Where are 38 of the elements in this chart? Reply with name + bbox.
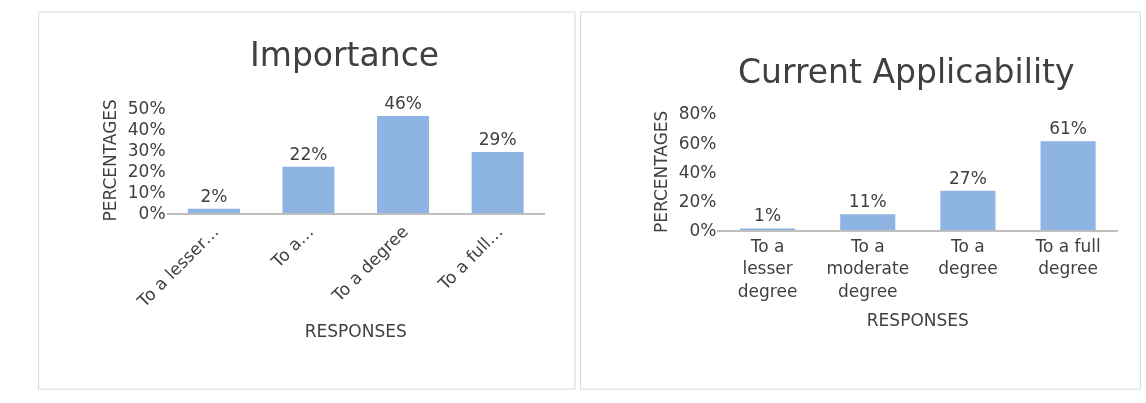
bar	[1040, 141, 1096, 231]
y-axis-title: PERCENTAGES	[651, 110, 672, 234]
x-tick-label: To a full degree	[1034, 236, 1101, 279]
y-tick-label: 60%	[678, 132, 717, 153]
x-axis-title: RESPONSES	[304, 321, 407, 342]
data-label: 1%	[754, 205, 782, 226]
bar	[740, 228, 796, 231]
y-tick-label: 40%	[127, 118, 166, 139]
data-label: 27%	[949, 167, 987, 188]
x-tick-label: To a degree	[938, 236, 998, 279]
chart-title: Importance	[250, 35, 440, 74]
bar	[471, 151, 524, 213]
bar	[187, 208, 240, 213]
x-tick-label: To a lesser degree	[737, 236, 798, 301]
y-tick-label: 40%	[678, 161, 717, 182]
x-tick-label: To a…	[266, 221, 318, 273]
bar	[377, 116, 430, 213]
chart-title: Current Applicability	[738, 52, 1075, 91]
y-tick-label: 30%	[127, 139, 166, 160]
data-label: 46%	[384, 93, 422, 114]
y-tick-label: 20%	[127, 160, 166, 181]
data-label: 2%	[200, 185, 228, 206]
x-axis-title: RESPONSES	[866, 310, 969, 331]
bar	[940, 190, 996, 231]
y-axis-title: PERCENTAGES	[100, 99, 121, 222]
y-tick-label: 0%	[138, 202, 166, 223]
data-label: 61%	[1049, 118, 1087, 139]
y-tick-label: 10%	[127, 181, 166, 202]
bar	[840, 214, 896, 231]
data-label: 22%	[289, 143, 328, 164]
y-tick-label: 80%	[678, 103, 717, 124]
bar	[282, 166, 335, 213]
y-tick-label: 20%	[678, 190, 717, 211]
x-tick-label: To a moderate degree	[826, 236, 910, 301]
data-label: 29%	[478, 128, 517, 149]
data-label: 11%	[848, 191, 887, 212]
y-tick-label: 50%	[127, 97, 166, 118]
y-tick-label: 0%	[689, 220, 717, 241]
